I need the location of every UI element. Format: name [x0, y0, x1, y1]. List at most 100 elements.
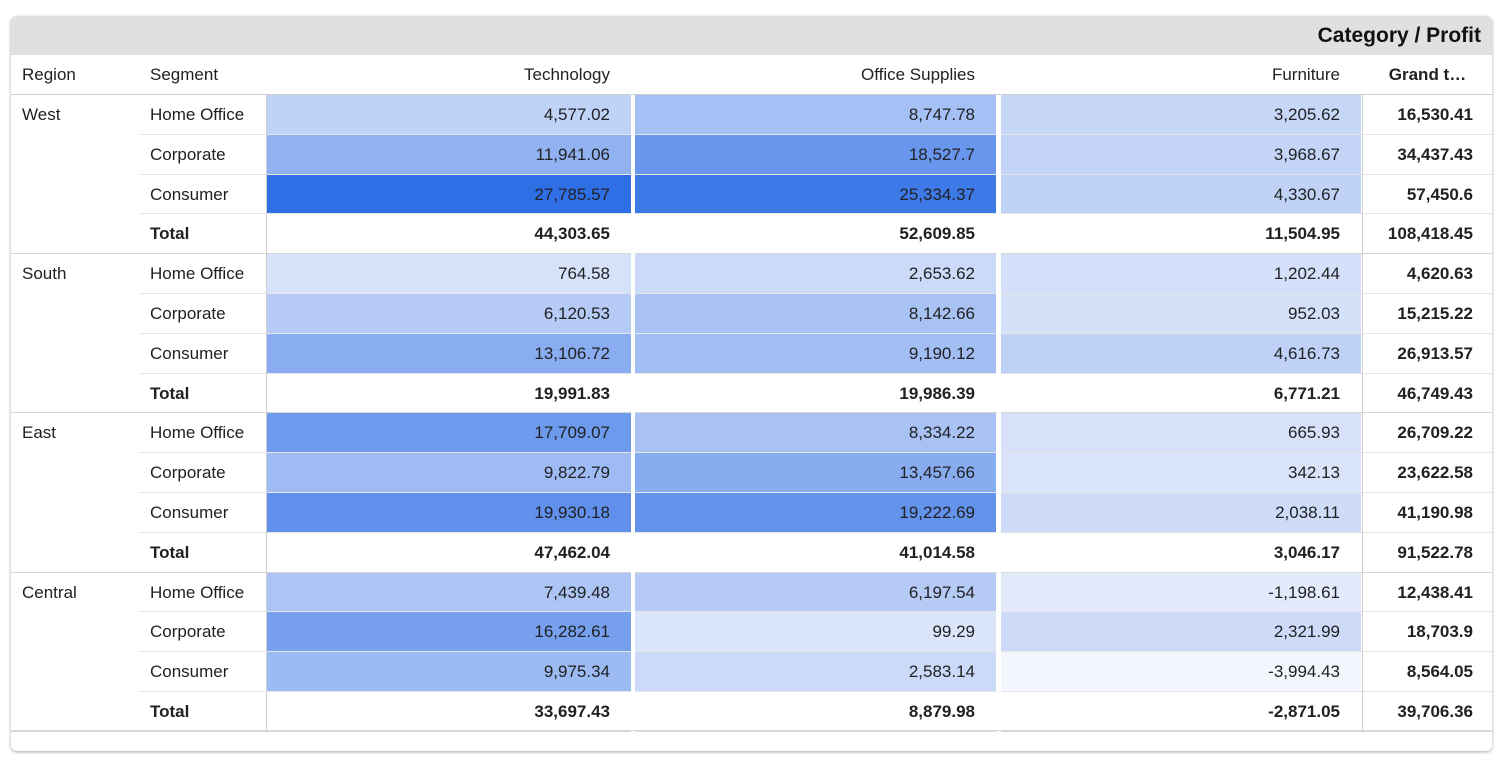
total-row-label: Total: [150, 702, 190, 721]
total-cell: 47,462.04: [534, 542, 610, 562]
value-cell: 17,709.07: [267, 413, 631, 454]
total-cell: 19,991.83: [534, 383, 610, 403]
column-header-furniture[interactable]: Furniture: [1271, 65, 1340, 84]
grand-total-cell: 12,438.41: [1397, 582, 1473, 602]
value-cell: 3,968.67: [998, 134, 1361, 175]
value-cell: 9,975.34: [267, 652, 631, 692]
value-cell: 1,202.44: [998, 254, 1361, 294]
row-divider: [139, 531, 1492, 533]
value-cell: 952.03: [998, 294, 1361, 334]
pivot-table-card: Category / Profit Region Segment Technol…: [11, 16, 1492, 751]
segment-label: Home Office: [150, 105, 245, 124]
column-header-grand-total[interactable]: Grand t…: [1388, 65, 1467, 84]
value-cell: 342.13: [998, 453, 1361, 493]
total-cell: 44,303.65: [534, 224, 610, 244]
value-cell: 27,785.57: [267, 174, 631, 215]
value-cell: 4,577.02: [267, 95, 631, 135]
row-divider: [139, 173, 1492, 175]
value-cell: 9,190.12: [632, 333, 996, 374]
value-cell: 16,282.61: [267, 612, 631, 653]
total-cell: -2,871.05: [1268, 702, 1340, 721]
column-divider: [997, 95, 1001, 732]
value-cell: 8,334.22: [632, 413, 996, 454]
segment-label: Home Office: [150, 423, 245, 443]
grand-total-cell: 15,215.22: [1397, 304, 1473, 323]
region-label-south: South: [22, 264, 67, 284]
row-divider: [139, 293, 1492, 294]
total-row-label: Total: [150, 383, 190, 403]
value-cell: 25,334.37: [632, 174, 996, 215]
segment-label: Home Office: [150, 582, 245, 602]
total-cell: 11,504.95: [1265, 224, 1340, 244]
value-cell: 764.58: [267, 254, 631, 294]
group-divider: [11, 412, 1492, 414]
value-cell: 2,653.62: [632, 254, 996, 294]
total-row-label: Total: [150, 542, 190, 562]
row-divider: [139, 133, 1492, 135]
total-cell: 91,522.78: [1397, 542, 1473, 562]
segment-label: Consumer: [150, 184, 229, 204]
value-cell: -1,198.61: [998, 572, 1361, 613]
region-label-west: West: [22, 105, 61, 124]
column-divider: [266, 95, 267, 732]
segment-label: Home Office: [150, 264, 245, 284]
grand-total-cell: 34,437.43: [1397, 144, 1473, 164]
column-header-technology[interactable]: Technology: [523, 65, 610, 84]
value-cell: 665.93: [998, 413, 1361, 454]
row-divider: [139, 452, 1492, 454]
grand-total-cell: 26,709.22: [1397, 423, 1473, 443]
segment-label: Consumer: [150, 662, 229, 682]
row-divider: [139, 213, 1492, 215]
column-divider: [631, 95, 635, 732]
column-header-office-supplies[interactable]: Office Supplies: [860, 65, 975, 84]
region-label-central: Central: [22, 582, 77, 602]
region-label-east: East: [22, 423, 57, 443]
row-divider: [139, 372, 1492, 374]
group-divider: [11, 730, 1492, 732]
row-divider: [139, 492, 1492, 493]
segment-label: Corporate: [150, 144, 226, 164]
total-row-label: Total: [150, 224, 190, 244]
value-cell: 13,106.72: [267, 333, 631, 374]
value-cell: 2,583.14: [632, 652, 996, 692]
value-cell: 19,930.18: [267, 493, 631, 533]
total-cell: 46,749.43: [1397, 383, 1473, 403]
total-cell: 8,879.98: [908, 702, 975, 721]
value-cell: 8,142.66: [632, 294, 996, 334]
header-divider: [11, 94, 1492, 95]
value-cell: 19,222.69: [632, 493, 996, 533]
grand-total-cell: 18,703.9: [1406, 622, 1473, 642]
grand-total-cell: 57,450.6: [1406, 184, 1473, 204]
value-cell: 2,038.11: [998, 493, 1361, 533]
value-cell: 2,321.99: [998, 612, 1361, 653]
value-cell: 9,822.79: [267, 453, 631, 493]
grand-total-cell: 23,622.58: [1397, 463, 1473, 483]
row-divider: [139, 651, 1492, 653]
value-cell: 4,616.73: [998, 333, 1361, 374]
grand-total-cell: 26,913.57: [1397, 343, 1473, 363]
row-header-segment[interactable]: Segment: [150, 65, 219, 84]
segment-label: Consumer: [150, 503, 229, 522]
grand-total-cell: 8,564.05: [1406, 662, 1473, 682]
total-cell: 33,697.43: [534, 702, 610, 721]
value-cell: 3,205.62: [998, 95, 1361, 135]
value-cell: 4,330.67: [998, 174, 1361, 215]
total-cell: 3,046.17: [1273, 542, 1340, 562]
group-divider: [11, 571, 1492, 573]
row-header-region[interactable]: Region: [22, 65, 76, 84]
segment-label: Consumer: [150, 343, 229, 363]
row-divider: [139, 611, 1492, 613]
value-cell: 7,439.48: [267, 572, 631, 613]
value-cell: 6,197.54: [632, 572, 996, 613]
total-cell: 19,986.39: [899, 383, 975, 403]
row-divider: [139, 332, 1492, 334]
value-cell: 13,457.66: [632, 453, 996, 493]
value-cell: 99.29: [632, 612, 996, 653]
value-cell: 6,120.53: [267, 294, 631, 334]
table-footer-divider: [11, 730, 1492, 731]
value-cell: 8,747.78: [632, 95, 996, 135]
column-divider: [1362, 95, 1363, 732]
total-cell: 41,014.58: [899, 542, 975, 562]
total-cell: 6,771.21: [1273, 383, 1340, 403]
segment-label: Corporate: [150, 463, 226, 483]
